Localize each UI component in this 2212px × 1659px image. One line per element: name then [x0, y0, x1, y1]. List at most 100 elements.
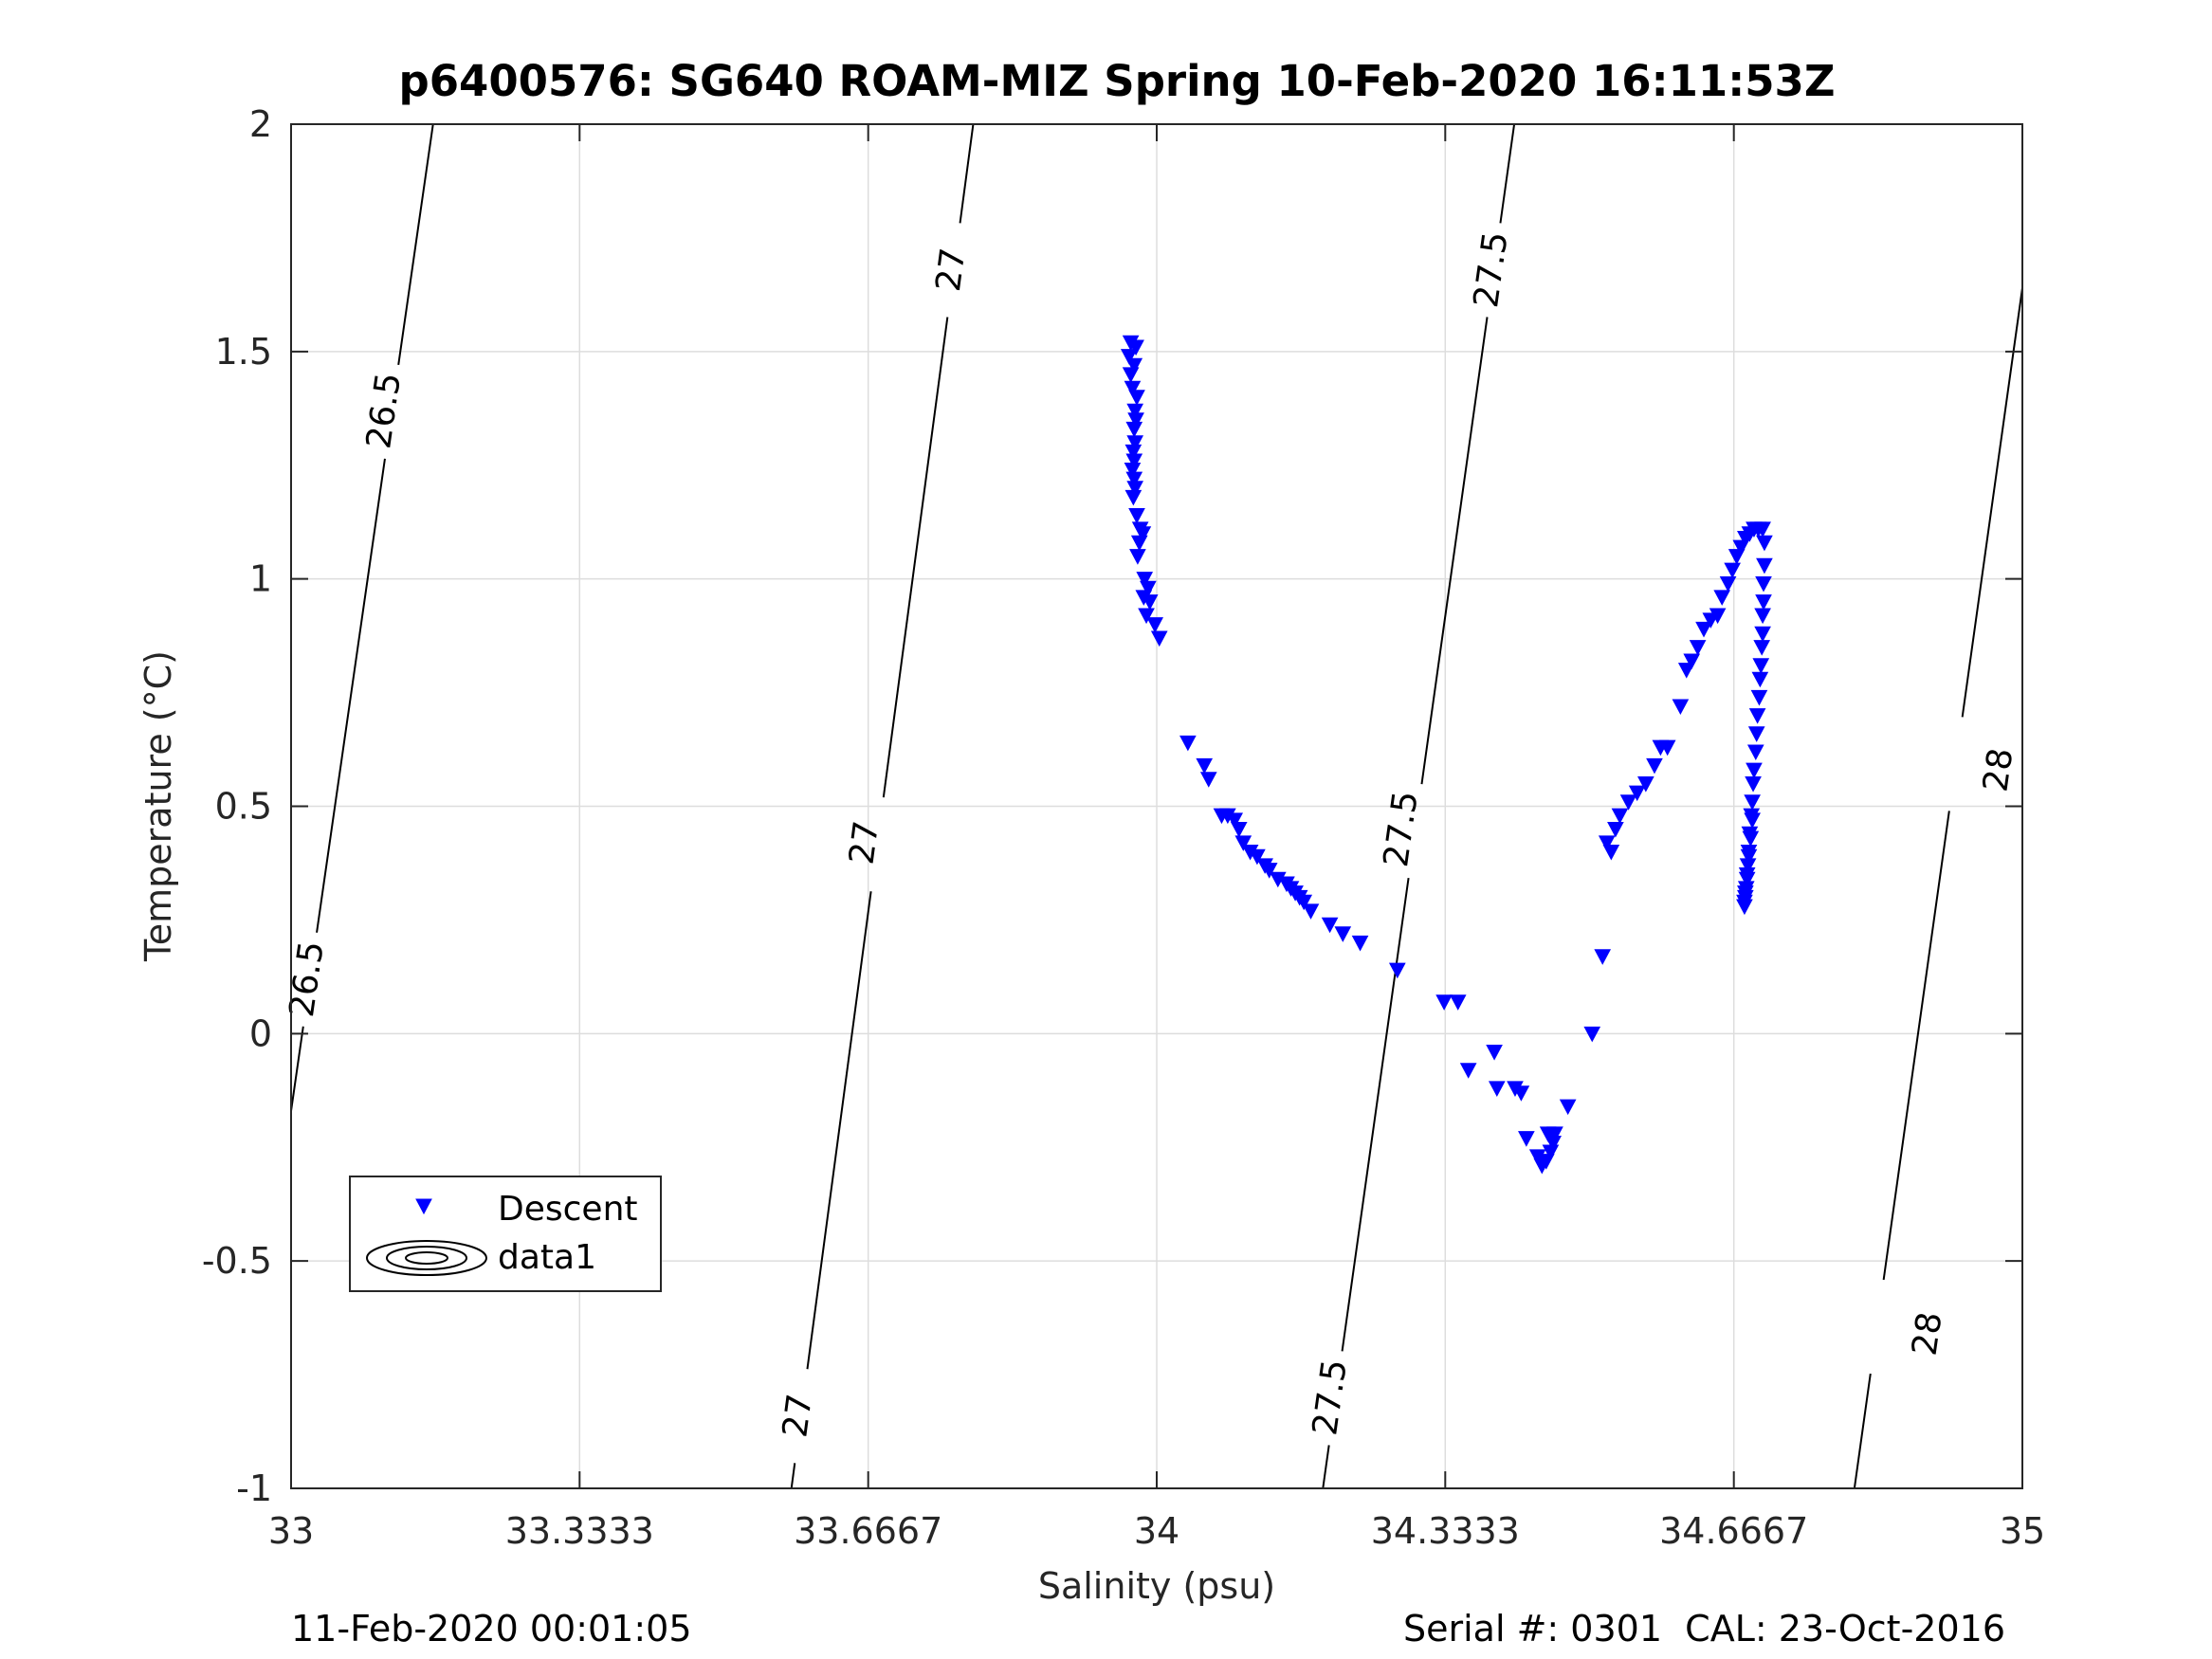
data-point — [1628, 785, 1646, 802]
data-point — [1138, 608, 1155, 625]
data-point — [1124, 489, 1143, 506]
data-point — [1134, 526, 1152, 542]
data-point — [1559, 1099, 1577, 1116]
data-point — [1709, 608, 1727, 625]
data-point — [1755, 575, 1772, 592]
data-point — [1150, 630, 1168, 647]
y-axis-label: Temperature (°C) — [137, 650, 179, 962]
data-point — [1754, 521, 1771, 538]
contour-label: 27 — [843, 819, 887, 867]
contour-line-segment — [316, 458, 386, 933]
data-point — [1740, 848, 1758, 866]
data-point — [1125, 357, 1143, 374]
contour-line-segment — [882, 317, 949, 798]
data-point — [1126, 435, 1144, 451]
data-point — [1125, 453, 1143, 470]
data-point — [1130, 535, 1148, 552]
data-point — [1126, 481, 1144, 497]
data-point — [1594, 949, 1612, 965]
data-point — [1449, 994, 1467, 1011]
data-point — [1737, 885, 1754, 902]
data-point — [1689, 640, 1707, 656]
data-point — [1295, 894, 1313, 911]
data-point — [1234, 835, 1252, 851]
data-point — [1750, 689, 1768, 706]
data-point — [1713, 590, 1731, 606]
data-point — [1619, 794, 1637, 811]
data-point — [1738, 866, 1756, 884]
data-point — [1459, 1063, 1477, 1079]
data-point — [1136, 572, 1154, 588]
data-point — [1260, 863, 1278, 879]
data-point — [1140, 580, 1157, 597]
data-point — [1334, 926, 1352, 942]
y-tick-label: -1 — [236, 1468, 272, 1509]
data-point — [1128, 508, 1145, 524]
data-point — [1756, 535, 1773, 552]
contour-line-segment — [959, 123, 975, 224]
contour-line-segment — [1961, 287, 2023, 718]
legend-descent-label: Descent — [498, 1190, 638, 1229]
data-point — [1752, 658, 1770, 674]
data-point — [1146, 617, 1164, 633]
data-point — [1672, 699, 1690, 716]
data-point — [1388, 962, 1406, 979]
data-point — [1754, 626, 1771, 643]
data-point — [1745, 776, 1762, 793]
data-point — [1127, 339, 1144, 356]
data-point — [1744, 794, 1761, 811]
data-point — [1756, 557, 1773, 574]
data-point — [1226, 812, 1244, 829]
legend-data1-label: data1 — [498, 1238, 596, 1277]
data-point — [1748, 708, 1766, 724]
chart-title: p6400576: SG640 ROAM-MIZ Spring 10-Feb-2… — [399, 56, 1836, 106]
data-point — [1539, 1126, 1557, 1142]
contour-line-segment — [790, 1463, 796, 1489]
data-point — [1751, 671, 1769, 688]
data-point — [1127, 412, 1144, 428]
data-point — [1126, 403, 1144, 420]
data-point — [1120, 349, 1138, 365]
legend: Descent data1 — [349, 1176, 662, 1292]
data-point — [1321, 917, 1339, 934]
data-point — [1230, 821, 1248, 838]
data-point — [1724, 562, 1741, 579]
data-point — [1199, 772, 1217, 788]
data-point — [1179, 735, 1197, 752]
legend-descent-marker — [415, 1198, 432, 1215]
contour-line-segment — [1882, 811, 1950, 1281]
footer-date: 11-Feb-2020 00:01:05 — [291, 1608, 692, 1650]
data-point — [1658, 739, 1676, 757]
y-tick-label: 1.5 — [215, 331, 272, 373]
x-tick-label: 33.6667 — [794, 1510, 942, 1552]
data-point — [1124, 380, 1142, 397]
data-point — [1602, 844, 1620, 861]
data-point — [1646, 757, 1663, 775]
data-point — [1128, 390, 1145, 406]
data-point — [1746, 744, 1764, 761]
y-tick-label: 1 — [249, 558, 272, 600]
data-point — [1122, 367, 1140, 383]
contour-line-segment — [290, 1026, 304, 1112]
data-point — [1141, 594, 1159, 611]
data-point — [1129, 549, 1146, 565]
data-point — [1719, 575, 1737, 592]
data-point — [1744, 812, 1761, 829]
data-point — [1124, 463, 1142, 479]
data-point — [1583, 1026, 1601, 1043]
contour-line-segment — [397, 123, 434, 366]
data-point — [1488, 1081, 1506, 1097]
data-point — [1753, 640, 1771, 656]
data-point — [1125, 471, 1143, 488]
data-point — [1683, 653, 1701, 670]
x-tick-label: 34 — [1134, 1510, 1179, 1552]
data-point — [1302, 903, 1320, 920]
data-point — [1742, 830, 1760, 848]
data-point — [1512, 1085, 1530, 1102]
data-point — [1755, 594, 1772, 611]
x-tick-label: 34.6667 — [1659, 1510, 1808, 1552]
x-tick-label: 33.3333 — [505, 1510, 654, 1552]
y-tick-label: -0.5 — [202, 1240, 272, 1282]
contour-line-segment — [1420, 317, 1489, 785]
